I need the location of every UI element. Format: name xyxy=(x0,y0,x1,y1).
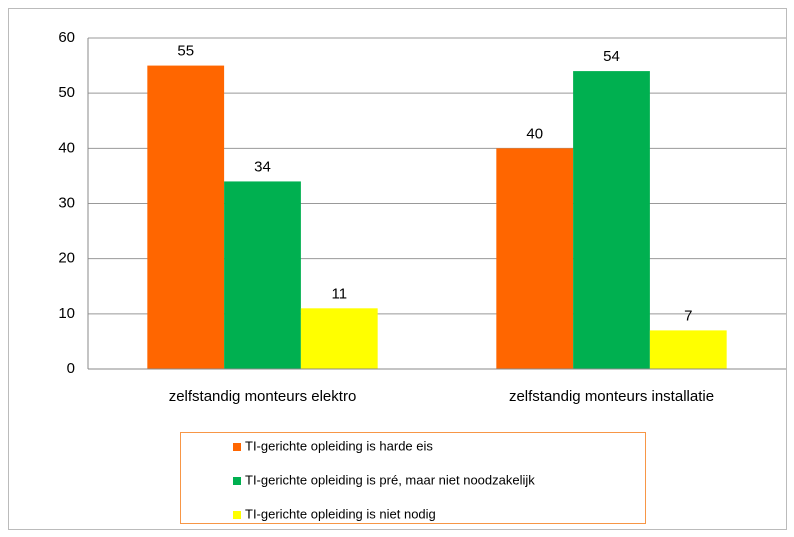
data-label: 7 xyxy=(684,307,692,324)
legend-swatch xyxy=(233,511,241,519)
legend-label: TI-gerichte opleiding is pré, maar niet … xyxy=(245,472,535,487)
legend-label: TI-gerichte opleiding is harde eis xyxy=(245,438,433,453)
legend-swatch xyxy=(233,477,241,485)
bar xyxy=(496,148,574,369)
y-tick-label: 10 xyxy=(58,305,75,322)
x-tick-label: zelfstandig monteurs installatie xyxy=(509,388,714,405)
legend-label: TI-gerichte opleiding is niet nodig xyxy=(245,506,436,521)
y-tick-label: 40 xyxy=(58,139,75,156)
legend-swatch xyxy=(233,443,241,451)
legend-box xyxy=(180,432,646,524)
bar xyxy=(224,181,301,369)
y-tick-label: 0 xyxy=(67,360,75,377)
data-label: 54 xyxy=(603,48,620,65)
data-label: 34 xyxy=(254,158,271,175)
data-label: 11 xyxy=(331,285,347,302)
bar xyxy=(300,308,378,369)
y-tick-label: 20 xyxy=(58,250,75,267)
bar xyxy=(649,330,727,369)
data-label: 55 xyxy=(177,43,194,60)
y-tick-label: 60 xyxy=(58,29,75,46)
y-tick-label: 50 xyxy=(58,84,75,101)
data-label: 40 xyxy=(526,125,543,142)
bar xyxy=(147,65,225,369)
bar xyxy=(573,71,650,369)
chart-frame xyxy=(8,8,787,530)
y-tick-label: 30 xyxy=(58,194,75,211)
x-tick-label: zelfstandig monteurs elektro xyxy=(169,388,357,405)
